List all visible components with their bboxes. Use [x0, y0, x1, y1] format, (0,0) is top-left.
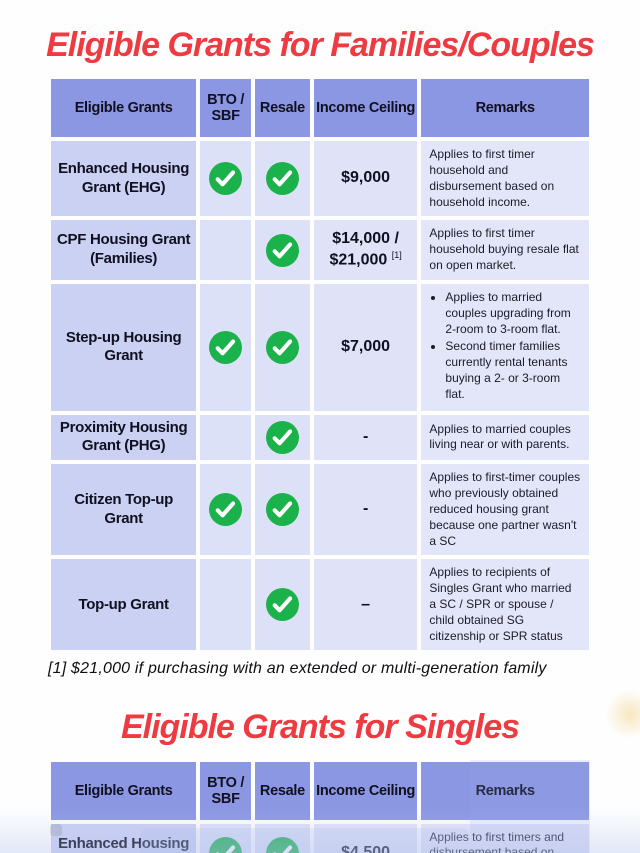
income-ceiling-cell: -	[313, 414, 418, 461]
income-footnote-ref: [1]	[391, 249, 402, 260]
grant-name: Citizen Top-up Grant	[51, 464, 197, 556]
check-icon	[265, 233, 299, 267]
header-eligible-grants: Eligible Grants	[51, 761, 197, 820]
table-header-row: Eligible Grants BTO / SBF Resale Income …	[51, 79, 589, 138]
header-resale: Resale	[254, 761, 310, 820]
check-icon	[209, 162, 243, 196]
header-income-ceiling: Income Ceiling	[313, 761, 418, 820]
table-row: Top-up Grant – Applies to recipients of …	[51, 559, 589, 651]
remarks-cell: Applies to first timer household and dis…	[421, 141, 589, 217]
header-resale: Resale	[254, 79, 310, 138]
check-icon	[265, 588, 299, 622]
bto-cell	[200, 414, 251, 461]
resale-cell	[254, 141, 310, 217]
income-ceiling-cell: $14,000 / $21,000 [1]	[313, 220, 418, 280]
income-value: –	[361, 595, 371, 613]
families-footnote: [1] $21,000 if purchasing with an extend…	[48, 660, 547, 678]
remarks-text: Applies to married couples living near o…	[429, 421, 571, 452]
table-row: Step-up Housing Grant $7,000 Appli	[51, 283, 589, 411]
income-value: -	[362, 500, 369, 518]
check-icon	[265, 493, 299, 527]
remarks-text: Applies to first timer household and dis…	[429, 147, 555, 209]
remarks-text: Applies to first-timer couples who previ…	[429, 470, 581, 548]
table-row: CPF Housing Grant (Families) $14,000 / $…	[51, 220, 589, 280]
resale-cell	[254, 220, 310, 280]
resale-cell	[254, 414, 310, 461]
header-eligible-grants: Eligible Grants	[51, 79, 197, 138]
grant-name: Proximity Housing Grant (PHG)	[51, 414, 197, 461]
check-icon	[265, 162, 299, 196]
bto-cell	[200, 823, 251, 853]
check-icon	[265, 420, 299, 454]
income-value: $9,000	[341, 169, 391, 187]
singles-grants-table: Eligible Grants BTO / SBF Resale Income …	[47, 758, 593, 853]
check-icon	[209, 493, 243, 527]
resale-cell	[254, 559, 310, 651]
remarks-text: Applies to first timers and disbursement…	[429, 829, 565, 853]
remarks-bullet: Applies to married couples upgrading fro…	[445, 290, 581, 337]
header-bto-sbf: BTO / SBF	[200, 79, 251, 138]
bto-cell	[200, 464, 251, 556]
bto-cell	[200, 283, 251, 411]
income-value: $4,500	[341, 843, 391, 853]
income-ceiling-cell: -	[313, 464, 418, 556]
table-row: Proximity Housing Grant (PHG) - Applies …	[51, 414, 589, 461]
remarks-text: Applies to first timer household buying …	[429, 226, 579, 273]
table-row: Enhanced Housing Grant (EHG) $4,500 Appl…	[51, 823, 589, 853]
income-ceiling-cell: $9,000	[313, 141, 418, 217]
bto-cell	[200, 220, 251, 280]
families-grants-table: Eligible Grants BTO / SBF Resale Income …	[47, 75, 593, 654]
income-ceiling-cell: $4,500	[313, 823, 418, 853]
income-value: -	[362, 428, 369, 446]
families-section-title: Eligible Grants for Families/Couples	[46, 26, 595, 64]
header-remarks: Remarks	[421, 79, 589, 138]
remarks-cell: Applies to recipients of Singles Grant w…	[421, 559, 589, 651]
bto-cell	[200, 141, 251, 217]
income-ceiling-cell: –	[313, 559, 418, 651]
check-icon	[265, 836, 299, 853]
resale-cell	[254, 283, 310, 411]
remarks-cell: Applies to first-timer couples who previ…	[421, 464, 589, 556]
remarks-cell: Applies to married couples upgrading fro…	[421, 283, 589, 411]
remarks-bullet: Second timer families currently rental t…	[445, 339, 581, 402]
header-remarks: Remarks	[421, 761, 589, 820]
grant-name: Step-up Housing Grant	[51, 283, 197, 411]
table-header-row: Eligible Grants BTO / SBF Resale Income …	[51, 761, 589, 820]
check-icon	[209, 836, 243, 853]
header-bto-sbf: BTO / SBF	[200, 761, 251, 820]
remarks-cell: Applies to married couples living near o…	[421, 414, 589, 461]
income-value: $14,000 / $21,000	[329, 230, 399, 269]
grant-name: Enhanced Housing Grant (EHG)	[51, 141, 197, 217]
grant-name: CPF Housing Grant (Families)	[51, 220, 197, 280]
check-icon	[209, 330, 243, 364]
remarks-text: Applies to recipients of Singles Grant w…	[429, 565, 572, 643]
remarks-cell: Applies to first timer household buying …	[421, 220, 589, 280]
header-income-ceiling: Income Ceiling	[313, 79, 418, 138]
income-ceiling-cell: $7,000	[313, 283, 418, 411]
remarks-bullet-list: Applies to married couples upgrading fro…	[429, 290, 581, 403]
grant-name: Top-up Grant	[51, 559, 197, 651]
table-row: Citizen Top-up Grant - Applies to first-…	[51, 464, 589, 556]
resale-cell	[254, 823, 310, 853]
income-value: $7,000	[341, 337, 391, 355]
check-icon	[265, 330, 299, 364]
grant-name: Enhanced Housing Grant (EHG)	[51, 823, 197, 853]
resale-cell	[254, 464, 310, 556]
bto-cell	[200, 559, 251, 651]
table-row: Enhanced Housing Grant (EHG) $9,000 Appl…	[51, 141, 589, 217]
remarks-cell: Applies to first timers and disbursement…	[421, 823, 589, 853]
singles-section-title: Eligible Grants for Singles	[120, 708, 520, 747]
